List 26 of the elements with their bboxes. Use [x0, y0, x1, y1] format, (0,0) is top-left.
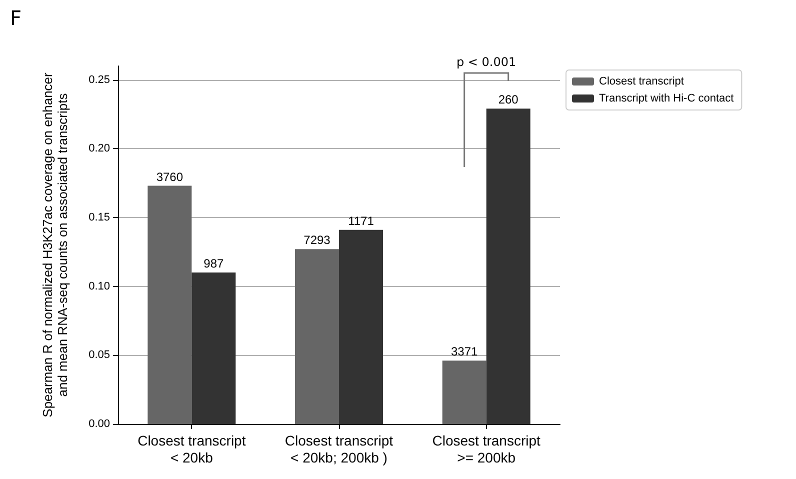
bar [295, 249, 339, 424]
x-tick-label: Closest transcript < 20kb; 200kb ) [284, 432, 394, 466]
annotation: 3760 [156, 170, 184, 184]
annotation: 7293 [304, 233, 331, 248]
bar [192, 272, 236, 424]
y-tick-label: 0.00 [88, 418, 110, 430]
bar [339, 230, 383, 424]
y-tick-label: 0.10 [88, 280, 110, 292]
annotation: p < 0.001 [456, 55, 518, 69]
bar [486, 108, 530, 424]
legend-label: Closest transcript [599, 76, 684, 88]
legend-label: Transcript with Hi-C contact [599, 92, 734, 104]
y-tick-label: 0.25 [88, 74, 110, 86]
bar [442, 360, 486, 424]
bar [148, 186, 192, 424]
y-axis-title: Spearman R of normalized H3K27ac coverage on enhancer and mean RNA-seq counts on associated transcripts [40, 72, 70, 418]
y-tick-label: 0.15 [88, 211, 110, 224]
y-tick-label: 0.05 [88, 349, 110, 362]
x-tick-label: Closest transcript < 20kb [138, 432, 246, 466]
text: F [10, 6, 22, 30]
annotation: 1171 [348, 214, 374, 228]
y-tick-label: 0.20 [88, 142, 110, 155]
annotation: 987 [204, 256, 224, 271]
annotation: 260 [498, 92, 519, 107]
x-tick-label: Closest transcript >= 200kb [432, 432, 541, 466]
annotation: 3371 [450, 344, 478, 359]
